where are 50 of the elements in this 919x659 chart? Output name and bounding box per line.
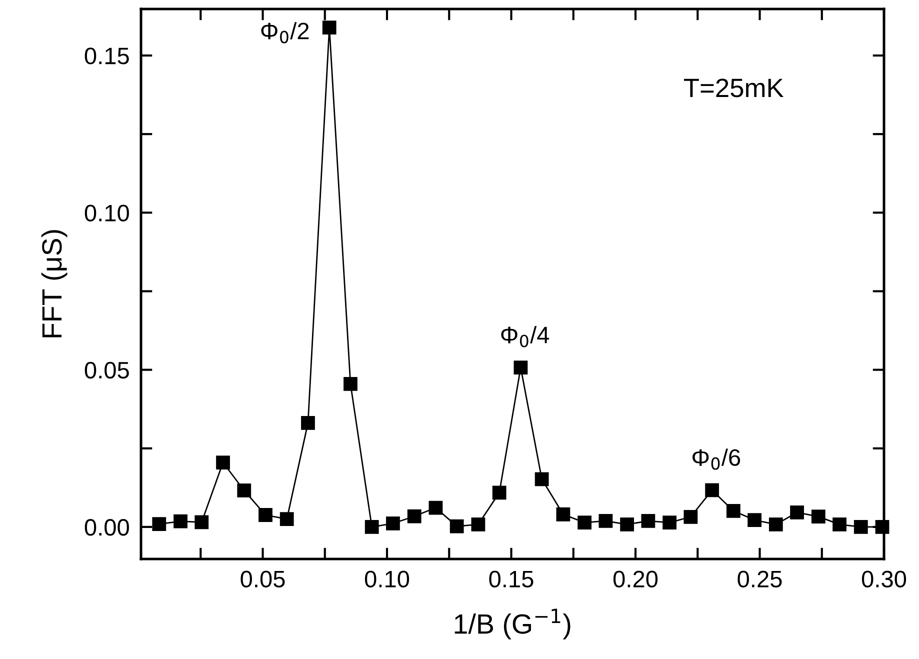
- point: [854, 520, 868, 534]
- point: [237, 484, 252, 498]
- point: [407, 509, 422, 524]
- x-tick-label: 0.05: [240, 570, 285, 588]
- annotation: Φ$_{0}$/2: [261, 22, 309, 44]
- point: [598, 514, 613, 528]
- point: [258, 508, 272, 522]
- x-tick-label: 0.10: [364, 570, 410, 588]
- y-tick-label: 0.05: [84, 362, 129, 379]
- point: [705, 483, 719, 498]
- point: [471, 517, 486, 532]
- x-tick-label: 0.30: [862, 570, 906, 588]
- y-axis-title: FFT (μS): [41, 230, 68, 338]
- x-tick-label: 0.20: [613, 570, 658, 588]
- point: [578, 516, 592, 530]
- annotation: T=25mK: [684, 78, 784, 98]
- point: [428, 500, 443, 515]
- annotation: Φ$_{0}$/4: [501, 326, 550, 348]
- point: [662, 516, 676, 530]
- point: [152, 517, 166, 532]
- point: [534, 472, 549, 486]
- point: [811, 510, 826, 524]
- point: [301, 416, 315, 430]
- point: [748, 513, 762, 527]
- point: [280, 512, 294, 526]
- point: [641, 514, 656, 528]
- point: [216, 456, 230, 470]
- y-tick-label: 0.15: [84, 48, 129, 64]
- point: [832, 517, 846, 532]
- point: [386, 516, 400, 530]
- point: [768, 517, 783, 532]
- point: [726, 504, 740, 518]
- point: [620, 517, 634, 532]
- point: [344, 377, 358, 391]
- point: [492, 486, 506, 500]
- point: [450, 519, 464, 534]
- point: [790, 506, 804, 520]
- point: [556, 507, 570, 522]
- point: [194, 515, 209, 530]
- x-tick-label: 0.15: [489, 570, 534, 588]
- point: [514, 360, 528, 375]
- y-tick-label: 0.10: [84, 204, 129, 222]
- x-axis-title: 1/B (G$^{−1}$): [454, 608, 570, 640]
- point: [364, 520, 379, 534]
- point: [174, 514, 188, 528]
- y-tick-label: 0.00: [84, 519, 129, 536]
- point: [322, 20, 336, 34]
- annotation: Φ$_{0}$/6: [692, 448, 740, 470]
- x-tick-label: 0.25: [738, 570, 782, 588]
- point: [684, 510, 698, 524]
